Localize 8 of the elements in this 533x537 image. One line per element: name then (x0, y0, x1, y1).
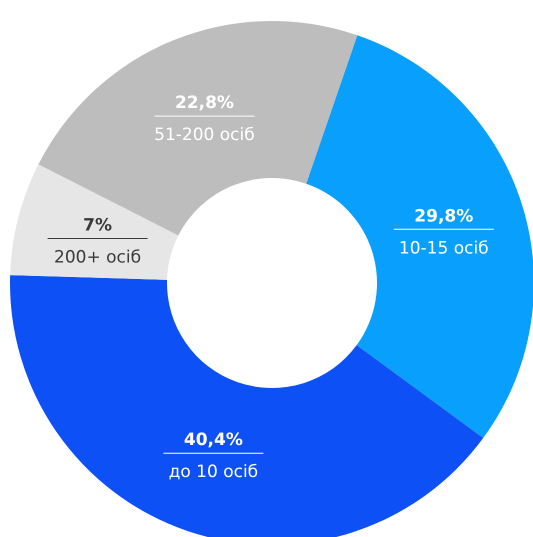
slice-label: 200+ осіб (54, 247, 142, 268)
slice-label: 10-15 осіб (398, 238, 489, 258)
data-label: 29,8% (414, 206, 474, 226)
slice-label: до 10 осіб (168, 462, 258, 482)
data-label: 40,4% (184, 430, 243, 450)
data-label: 22,8% (174, 93, 234, 114)
slice-label: 51-200 осіб (154, 125, 255, 146)
data-label: 7% (83, 215, 112, 236)
